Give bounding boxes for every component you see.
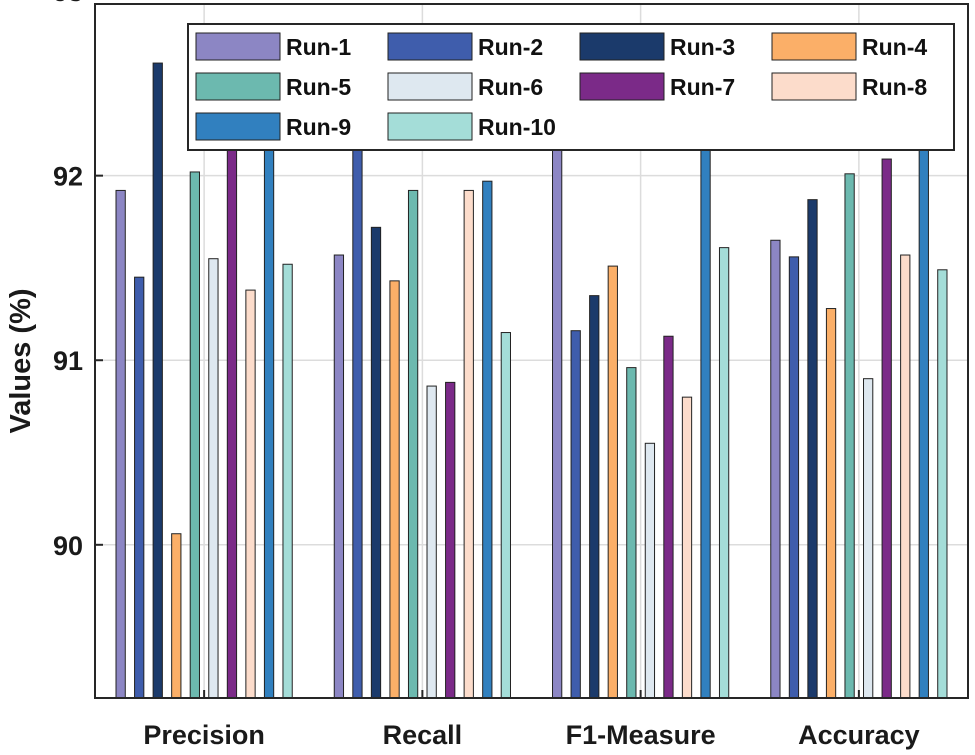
bar-run-1-accuracy: [770, 239, 781, 699]
bar-run-5-accuracy: [844, 173, 855, 699]
legend-swatch: [195, 112, 281, 141]
bar-run-7-f1-measure: [663, 335, 674, 699]
legend-label: Run-10: [478, 114, 556, 140]
y-tick-label: 93: [53, 0, 83, 7]
legend-swatch: [771, 32, 857, 61]
bar-run-5-precision: [189, 171, 200, 699]
x-tick-label: Recall: [383, 720, 463, 750]
bar-run-3-accuracy: [807, 199, 818, 699]
legend-label: Run-6: [478, 74, 543, 100]
x-tick-label: Precision: [143, 720, 265, 750]
axis-ticks: 90 91 92 93 Precision Recall F1-Measure Accurac…: [53, 0, 920, 750]
legend-label: Run-9: [286, 114, 351, 140]
bar-run-9-recall: [482, 180, 493, 699]
bar-run-10-precision: [282, 263, 293, 699]
bar-run-2-accuracy: [788, 256, 800, 699]
legend-swatch: [387, 32, 473, 61]
bar-run-6-f1-measure: [644, 442, 656, 699]
y-tick-label: 91: [53, 346, 83, 376]
bar-run-10-recall: [500, 332, 511, 699]
legend-label: Run-2: [478, 34, 543, 60]
legend-label: Run-3: [670, 34, 735, 60]
y-axis-label: Values (%): [5, 288, 37, 433]
bar-run-1-precision: [115, 189, 126, 699]
legend-label: Run-4: [862, 34, 927, 60]
bar-run-2-recall: [352, 117, 363, 699]
legend-swatch: [579, 72, 665, 101]
y-tick-label: 92: [53, 162, 83, 192]
bar-run-9-f1-measure: [700, 60, 711, 699]
bar-run-2-precision: [134, 276, 145, 699]
bar-run-1-recall: [333, 254, 345, 699]
legend-swatch: [771, 72, 857, 101]
bar-run-10-accuracy: [937, 269, 948, 699]
plot-area-frame: [94, 3, 969, 699]
bar-run-9-accuracy: [918, 134, 929, 699]
legend-swatch: [579, 32, 665, 61]
bar-run-8-recall: [463, 189, 474, 699]
legend-swatch: [387, 112, 473, 141]
legend-swatch: [195, 32, 281, 61]
bars: [115, 40, 948, 699]
bar-run-3-precision: [152, 62, 163, 699]
bar-run-7-recall: [445, 381, 456, 699]
bar-run-4-accuracy: [825, 308, 837, 699]
bar-run-7-accuracy: [881, 158, 892, 699]
legend-label: Run-8: [862, 74, 927, 100]
legend: Run-1 Run-2 Run-3 Run-4 Run-5 Run-6 Run-7 Run-8…: [187, 23, 955, 151]
bar-run-4-recall: [389, 280, 400, 699]
bar-run-3-f1-measure: [589, 295, 600, 699]
bar-run-6-accuracy: [863, 378, 874, 699]
bar-run-5-f1-measure: [626, 367, 637, 699]
bar-run-8-accuracy: [900, 254, 911, 699]
y-tick-label: 90: [53, 531, 83, 561]
legend-swatch: [195, 72, 281, 101]
bar-run-6-precision: [208, 258, 219, 699]
bar-run-5-recall: [407, 189, 419, 699]
bar-run-8-precision: [245, 289, 256, 699]
bar-run-4-precision: [171, 533, 182, 699]
bar-run-2-f1-measure: [570, 330, 581, 699]
bar-run-7-precision: [226, 88, 238, 699]
bar-run-9-precision: [263, 123, 275, 699]
x-tick-label: Accuracy: [798, 720, 920, 750]
legend-swatch: [387, 72, 473, 101]
x-tick-label: F1-Measure: [566, 720, 716, 750]
bar-run-3-recall: [370, 226, 382, 699]
legend-label: Run-5: [286, 74, 351, 100]
bar-run-6-recall: [426, 385, 437, 699]
legend-label: Run-1: [286, 34, 351, 60]
bar-run-10-f1-measure: [718, 247, 730, 699]
bar-run-8-f1-measure: [681, 396, 693, 699]
legend-label: Run-7: [670, 74, 735, 100]
bar-run-4-f1-measure: [607, 265, 618, 699]
